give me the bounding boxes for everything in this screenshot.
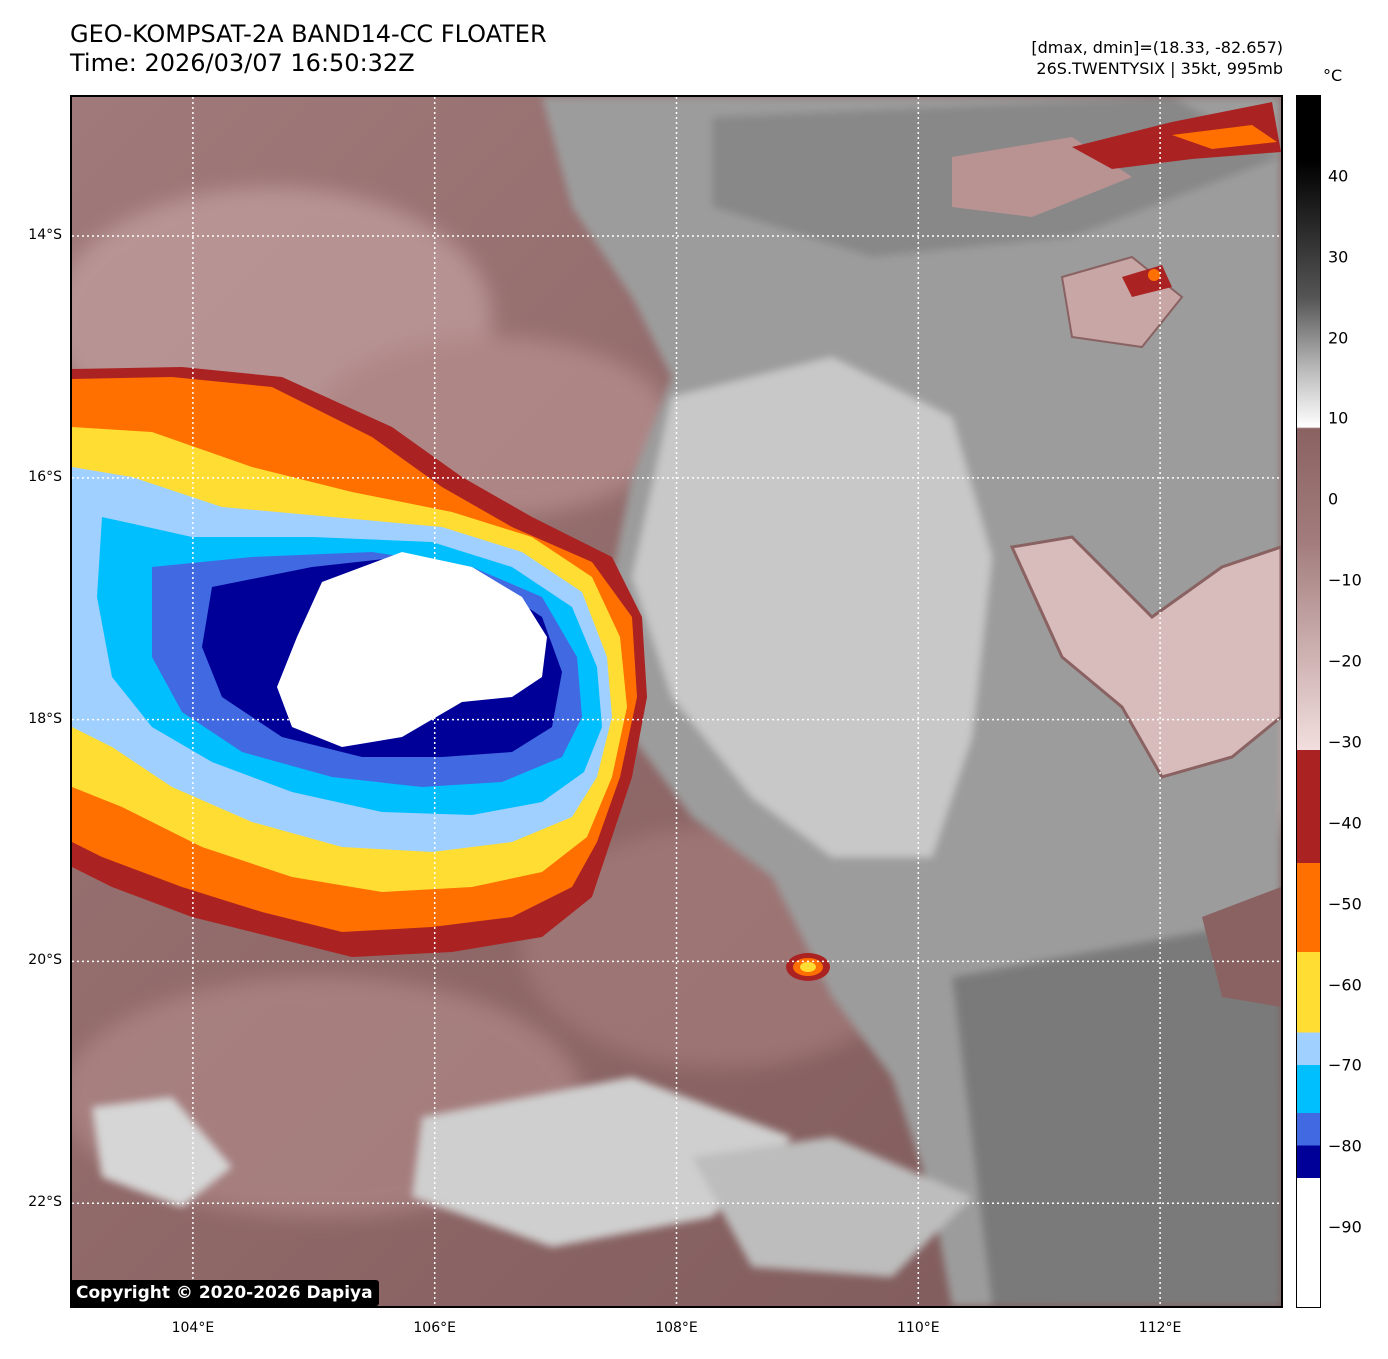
colorbar-tick: −60 [1328, 975, 1362, 995]
colorbar-tick: −90 [1328, 1217, 1362, 1237]
colorbar-tick: 10 [1328, 408, 1349, 428]
colorbar-tick: −30 [1328, 732, 1362, 752]
colorbar-tick: −10 [1328, 570, 1362, 590]
lon-label: 112°E [1138, 1320, 1182, 1336]
title-line-2: Time: 2026/03/07 16:50:32Z [70, 49, 415, 77]
lat-label: 14°S [28, 227, 62, 244]
lat-label: 16°S [28, 468, 62, 485]
chart-title: GEO-KOMPSAT-2A BAND14-CC FLOATER Time: 2… [70, 20, 547, 78]
colorbar-tick: −80 [1328, 1136, 1362, 1156]
main-convection [72, 367, 647, 957]
gray-cloud-field [92, 97, 1281, 1306]
copyright-label: Copyright © 2020-2026 Dapiya [70, 1280, 379, 1306]
colorbar-tick: −70 [1328, 1055, 1362, 1075]
title-line-1: GEO-KOMPSAT-2A BAND14-CC FLOATER [70, 20, 547, 48]
lat-label: 22°S [28, 1194, 62, 1211]
colorbar-tick: 20 [1328, 328, 1349, 348]
colorbar-tick: 30 [1328, 247, 1349, 267]
info-line-1: [dmax, dmin]=(18.33, -82.657) [1031, 38, 1283, 57]
map-svg [72, 97, 1281, 1306]
lat-label: 18°S [28, 710, 62, 727]
lon-label: 106°E [413, 1320, 456, 1336]
lon-label: 108°E [655, 1320, 698, 1336]
info-line-2: 26S.TWENTYSIX | 35kt, 995mb [1036, 59, 1283, 78]
colorbar-tick: −40 [1328, 813, 1362, 833]
lon-label: 104°E [171, 1320, 215, 1336]
isolated-cell [786, 953, 830, 981]
colorbar-unit: °C [1323, 66, 1343, 85]
colorbar-tick: −50 [1328, 894, 1362, 914]
satellite-map [70, 95, 1283, 1308]
lat-label: 20°S [28, 952, 62, 969]
colorbar-tick: −20 [1328, 651, 1362, 671]
storm-info: [dmax, dmin]=(18.33, -82.657) 26S.TWENTY… [1031, 37, 1283, 79]
colorbar-tick: 40 [1328, 166, 1349, 186]
colorbar-tick: 0 [1328, 489, 1339, 509]
lon-label: 110°E [897, 1320, 940, 1336]
graticule [72, 97, 1281, 1306]
colorbar [1296, 95, 1321, 1308]
